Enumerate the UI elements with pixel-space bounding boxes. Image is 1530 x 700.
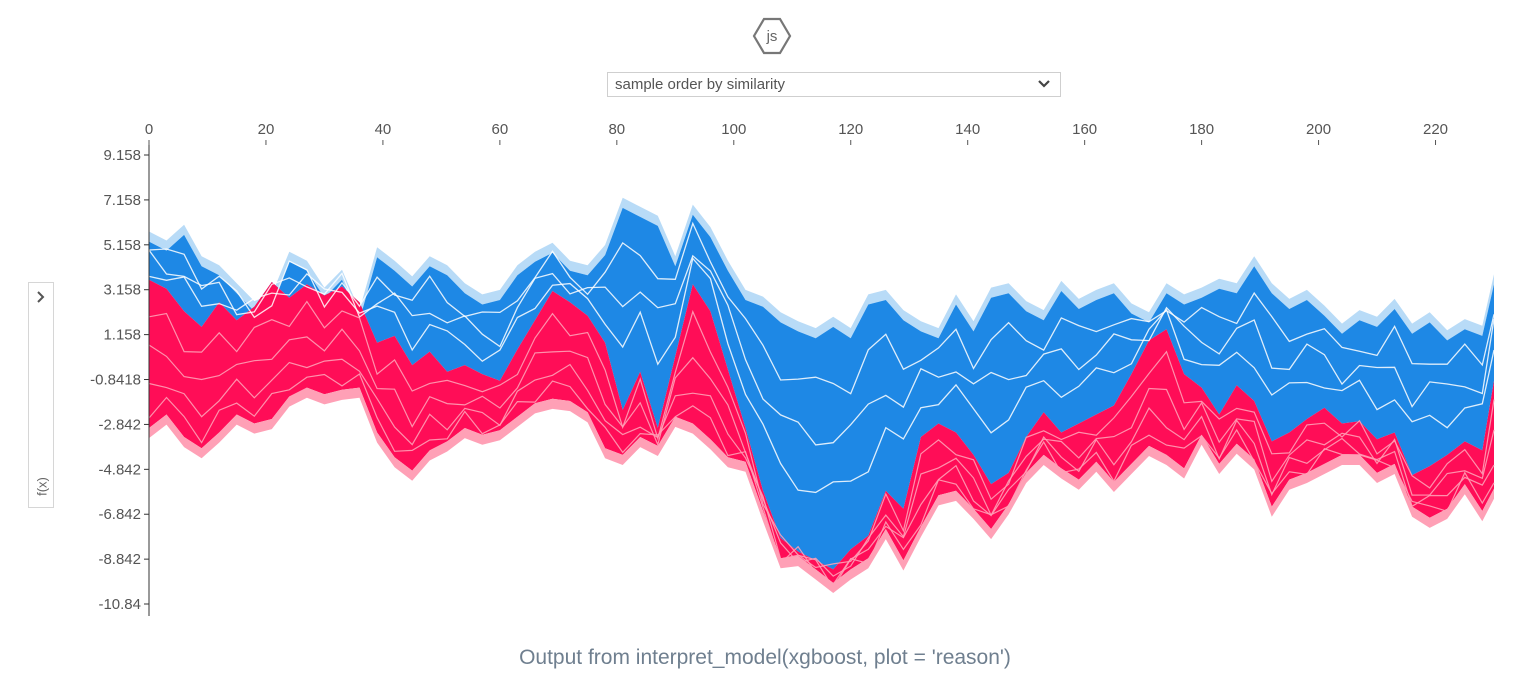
chart-axes: 9.158 7.158 5.158 3.158 1.158 -0.8418 -2.842 -4…	[90, 121, 1448, 616]
blue-separator-line	[148, 221, 1495, 395]
red-light-band	[149, 387, 1494, 593]
y-tick-label: -6.842	[98, 506, 141, 523]
x-tick-label: 60	[492, 121, 509, 138]
red-separator-line	[148, 328, 1495, 577]
side-panel-toggle[interactable]: f(x)	[28, 282, 54, 508]
y-tick-label: -8.842	[98, 551, 141, 568]
y-tick-label: 7.158	[103, 192, 141, 209]
chevron-right-icon	[37, 291, 45, 303]
sample-order-select[interactable]: sample order by similarity	[607, 72, 1061, 97]
x-tick-label: 0	[145, 121, 153, 138]
y-tick-label: -2.842	[98, 416, 141, 433]
force-plot-chart: 9.158 7.158 5.158 3.158 1.158 -0.8418 -2.842 -4…	[90, 121, 1495, 616]
y-tick-label: 5.158	[103, 237, 141, 254]
x-tick-label: 220	[1423, 121, 1448, 138]
red-separator-line	[148, 358, 1495, 590]
blue-separator-line	[148, 257, 1495, 494]
x-tick-label: 120	[838, 121, 863, 138]
y-tick-label: -10.84	[98, 596, 141, 613]
x-tick-label: 40	[375, 121, 392, 138]
blue-area	[149, 207, 1494, 570]
red-area	[149, 279, 1494, 583]
y-tick-label: -4.842	[98, 461, 141, 478]
x-tick-label: 200	[1306, 121, 1331, 138]
x-tick-label: 180	[1189, 121, 1214, 138]
x-tick-label: 160	[1072, 121, 1097, 138]
force-plot-areas	[148, 197, 1495, 593]
y-tick-label: 1.158	[103, 327, 141, 344]
y-tick-label: 9.158	[103, 147, 141, 164]
x-tick-label: 20	[258, 121, 275, 138]
sample-order-select-value: sample order by similarity	[615, 76, 786, 93]
figure-caption: Output from interpret_model(xgboost, plo…	[519, 646, 1011, 669]
x-tick-label: 140	[955, 121, 980, 138]
js-badge-text: js	[766, 28, 778, 45]
red-separator-line	[148, 300, 1495, 569]
x-tick-label: 100	[721, 121, 746, 138]
y-tick-label: -0.8418	[90, 372, 141, 389]
red-separator-line	[148, 373, 1495, 586]
blue-separator-line	[148, 249, 1495, 446]
blue-light-band	[149, 197, 1494, 341]
y-tick-label: 3.158	[103, 282, 141, 299]
js-hexagon-icon: js	[752, 17, 792, 55]
chevron-down-icon	[1038, 80, 1050, 88]
x-tick-label: 80	[608, 121, 625, 138]
